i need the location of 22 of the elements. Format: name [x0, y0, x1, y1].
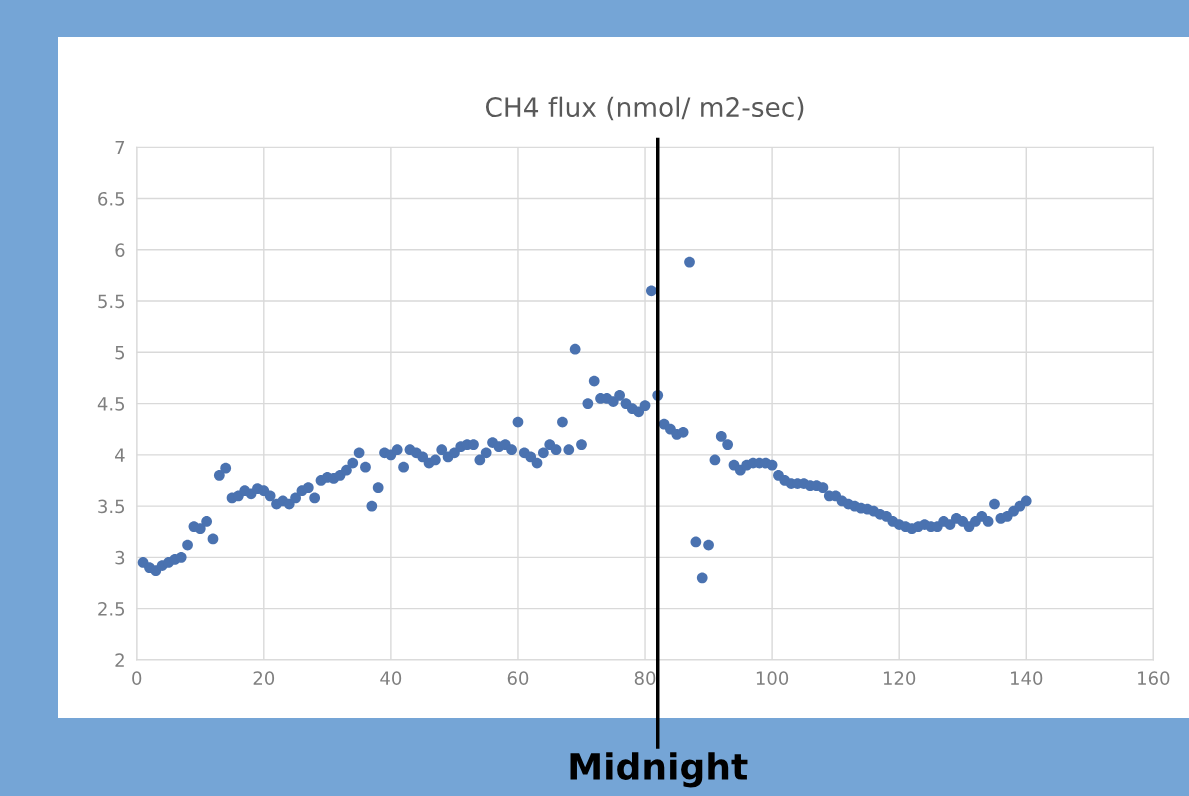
y-tick-label: 6 [115, 243, 125, 257]
y-tick-label: 7 [115, 140, 125, 155]
x-tick-label: 100 [756, 671, 789, 685]
y-tick-label: 2 [115, 653, 124, 667]
x-tick-label: 140 [1011, 671, 1043, 685]
y-tick-label: 4.5 [97, 397, 125, 411]
x-tick-label: 20 [253, 671, 275, 685]
chart-title: CH4 flux (nmol/ m2-sec) [485, 96, 804, 121]
y-tick-label: 2.5 [98, 602, 125, 616]
y-tick-label: 6.5 [98, 191, 125, 206]
x-tick-label: 0 [132, 671, 142, 685]
x-tick-label: 40 [380, 671, 402, 685]
y-tick-label: 5 [115, 346, 125, 360]
y-tick-label: 3.5 [98, 499, 125, 514]
y-tick-label: 4 [115, 448, 125, 462]
x-tick-label: 80 [634, 671, 656, 685]
y-tick-label: 3 [115, 550, 125, 565]
ref-line-label: Midnight [570, 752, 748, 788]
x-tick-label: 60 [507, 671, 529, 685]
x-tick-label: 120 [883, 671, 916, 685]
y-tick-label: 5.5 [98, 294, 125, 309]
x-tick-label: 160 [1138, 671, 1170, 685]
